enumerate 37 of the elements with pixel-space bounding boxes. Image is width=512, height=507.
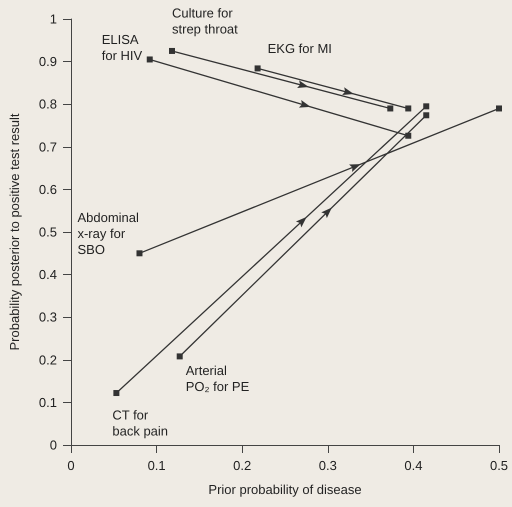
y-tick-label: 0.2 (38, 352, 57, 368)
series-label: Arterial PO₂ for PE (186, 362, 250, 394)
y-tick-label: 1 (50, 12, 57, 26)
point (423, 103, 430, 110)
x-tick-label: 0.5 (490, 458, 508, 473)
x-tick-label: 0.1 (148, 458, 166, 473)
x-tick-label: 0.4 (404, 458, 422, 473)
y-tick-label: 0.4 (38, 267, 57, 282)
series-label: Abdominal x-ray for SBO (77, 210, 140, 257)
y-tick-label: 0.8 (38, 96, 57, 112)
point (387, 105, 394, 112)
point (169, 48, 176, 54)
y-tick-label: 0.7 (38, 139, 57, 154)
y-tick-label: 0.1 (38, 394, 57, 410)
y-tick-label: 0.6 (38, 182, 57, 197)
point (423, 112, 430, 118)
point (176, 353, 183, 360)
y-tick-label: 0.3 (38, 310, 57, 325)
point (405, 105, 412, 112)
y-tick-label: 0 (50, 438, 57, 452)
x-tick-label: 0.2 (233, 458, 252, 473)
x-tick-label: 0.3 (318, 458, 337, 473)
series-label: Culture for strep throat (172, 5, 238, 36)
series-label: EKG for MI (268, 40, 332, 56)
series-label: ELISA for HIV (102, 32, 143, 63)
point (496, 105, 502, 112)
x-tick-label: 0 (67, 458, 75, 473)
point (405, 132, 412, 139)
y-axis-title: Probability posterior to positive test result (7, 113, 22, 350)
point (136, 250, 142, 256)
point (254, 65, 261, 72)
point (146, 56, 153, 62)
y-tick-label: 0.9 (38, 54, 57, 70)
x-axis-title: Prior probability of disease (208, 482, 362, 497)
y-tick-label: 0.5 (38, 224, 57, 240)
series-label: CT for back pain (112, 408, 168, 439)
point (113, 390, 120, 396)
